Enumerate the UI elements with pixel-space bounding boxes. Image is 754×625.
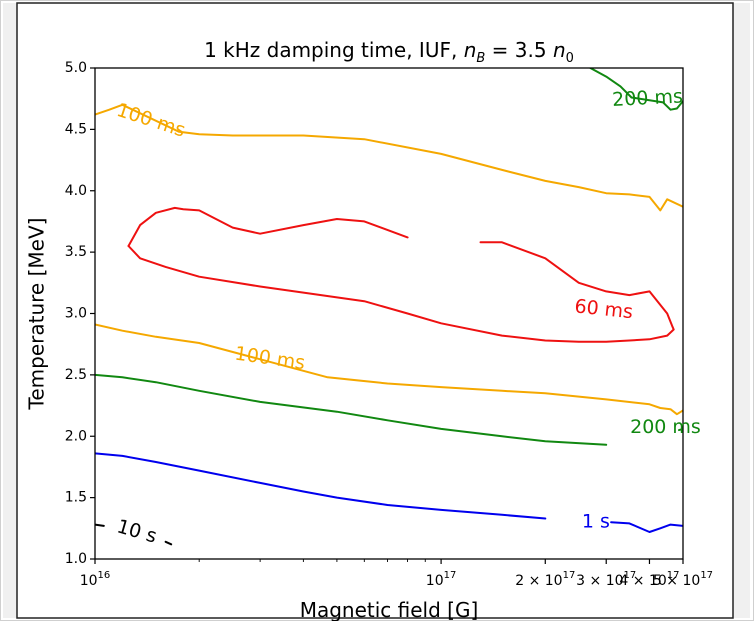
contour-1-segment-1 (610, 521, 683, 533)
y-tick-label: 3.5 (65, 244, 87, 260)
contour-0-segment-0 (95, 523, 105, 527)
contour-1-segment-0 (95, 452, 547, 520)
contour-3-segment-0 (589, 68, 683, 111)
axes (90, 67, 684, 564)
figure-panel (16, 2, 734, 619)
contour-lines (95, 68, 683, 546)
y-tick-label: 1.5 (65, 490, 87, 506)
y-tick-label: 2.0 (65, 428, 87, 444)
contour-label-3: 200 ms (612, 85, 684, 111)
contour-6-segment-0 (127, 206, 409, 247)
x-axis-label: Magnetic field [G] (300, 598, 479, 621)
x-tick-label: 4 × 1017 (619, 570, 679, 589)
contour-label-1: 1 s (582, 511, 610, 533)
contour-2-segment-1 (678, 427, 683, 432)
x-tick-label: 1016 (80, 570, 111, 589)
contour-label-2: 200 ms (630, 416, 701, 438)
y-axis-label: Temperature [MeV] (25, 218, 49, 411)
x-tick-label: 5 × 1017 (653, 570, 713, 589)
y-tick-label: 2.5 (65, 367, 87, 383)
y-tick-label: 3.0 (65, 306, 87, 322)
y-tick-label: 4.5 (65, 121, 87, 137)
contour-4-segment-0 (95, 103, 683, 212)
x-tick-label: 1017 (426, 570, 457, 589)
y-tick-label: 1.0 (65, 551, 87, 567)
contour-0-segment-1 (164, 540, 173, 546)
x-tick-label: 3 × 1017 (576, 570, 636, 589)
x-tick-label: 2 × 1017 (515, 570, 575, 589)
contour-6-segment-1 (127, 241, 675, 343)
y-tick-label: 5.0 (65, 60, 87, 76)
chart-title: 1 kHz damping time, IUF, nB = 3.5 n0 (204, 38, 574, 66)
contour-5-segment-0 (95, 323, 683, 416)
left-gutter (3, 3, 17, 618)
contour-2-segment-0 (95, 373, 608, 446)
right-gutter (733, 3, 750, 618)
y-tick-label: 4.0 (65, 183, 87, 199)
plot-area (95, 68, 683, 546)
